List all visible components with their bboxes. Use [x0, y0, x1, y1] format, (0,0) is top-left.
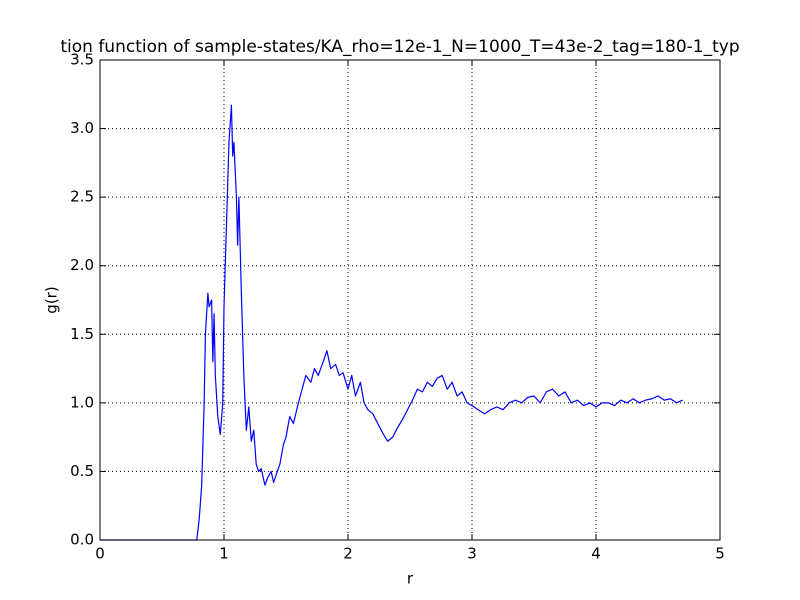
- y-tick-label: 0.5: [70, 462, 94, 480]
- data-line: [100, 104, 684, 541]
- y-tick-label: 0.0: [70, 531, 94, 549]
- y-tick-label: 2.5: [70, 188, 94, 206]
- x-tick-label: 1: [219, 545, 229, 563]
- x-tick-label: 2: [343, 545, 353, 563]
- x-tick-label: 5: [715, 545, 725, 563]
- x-tick-label: 3: [467, 545, 477, 563]
- y-tick-label: 3.0: [70, 119, 94, 137]
- y-tick-label: 1.0: [70, 393, 94, 411]
- y-tick-label: 2.0: [70, 256, 94, 274]
- x-axis-label: r: [407, 570, 414, 588]
- y-tick-label: 1.5: [70, 325, 94, 343]
- chart-title: tion function of sample-states/KA_rho=12…: [60, 37, 739, 57]
- plot-frame: [99, 59, 721, 541]
- y-tick-label: 3.5: [70, 51, 94, 69]
- x-tick-label: 4: [591, 545, 601, 563]
- x-tick-label: 0: [95, 545, 105, 563]
- y-axis-label: g(r): [43, 286, 61, 313]
